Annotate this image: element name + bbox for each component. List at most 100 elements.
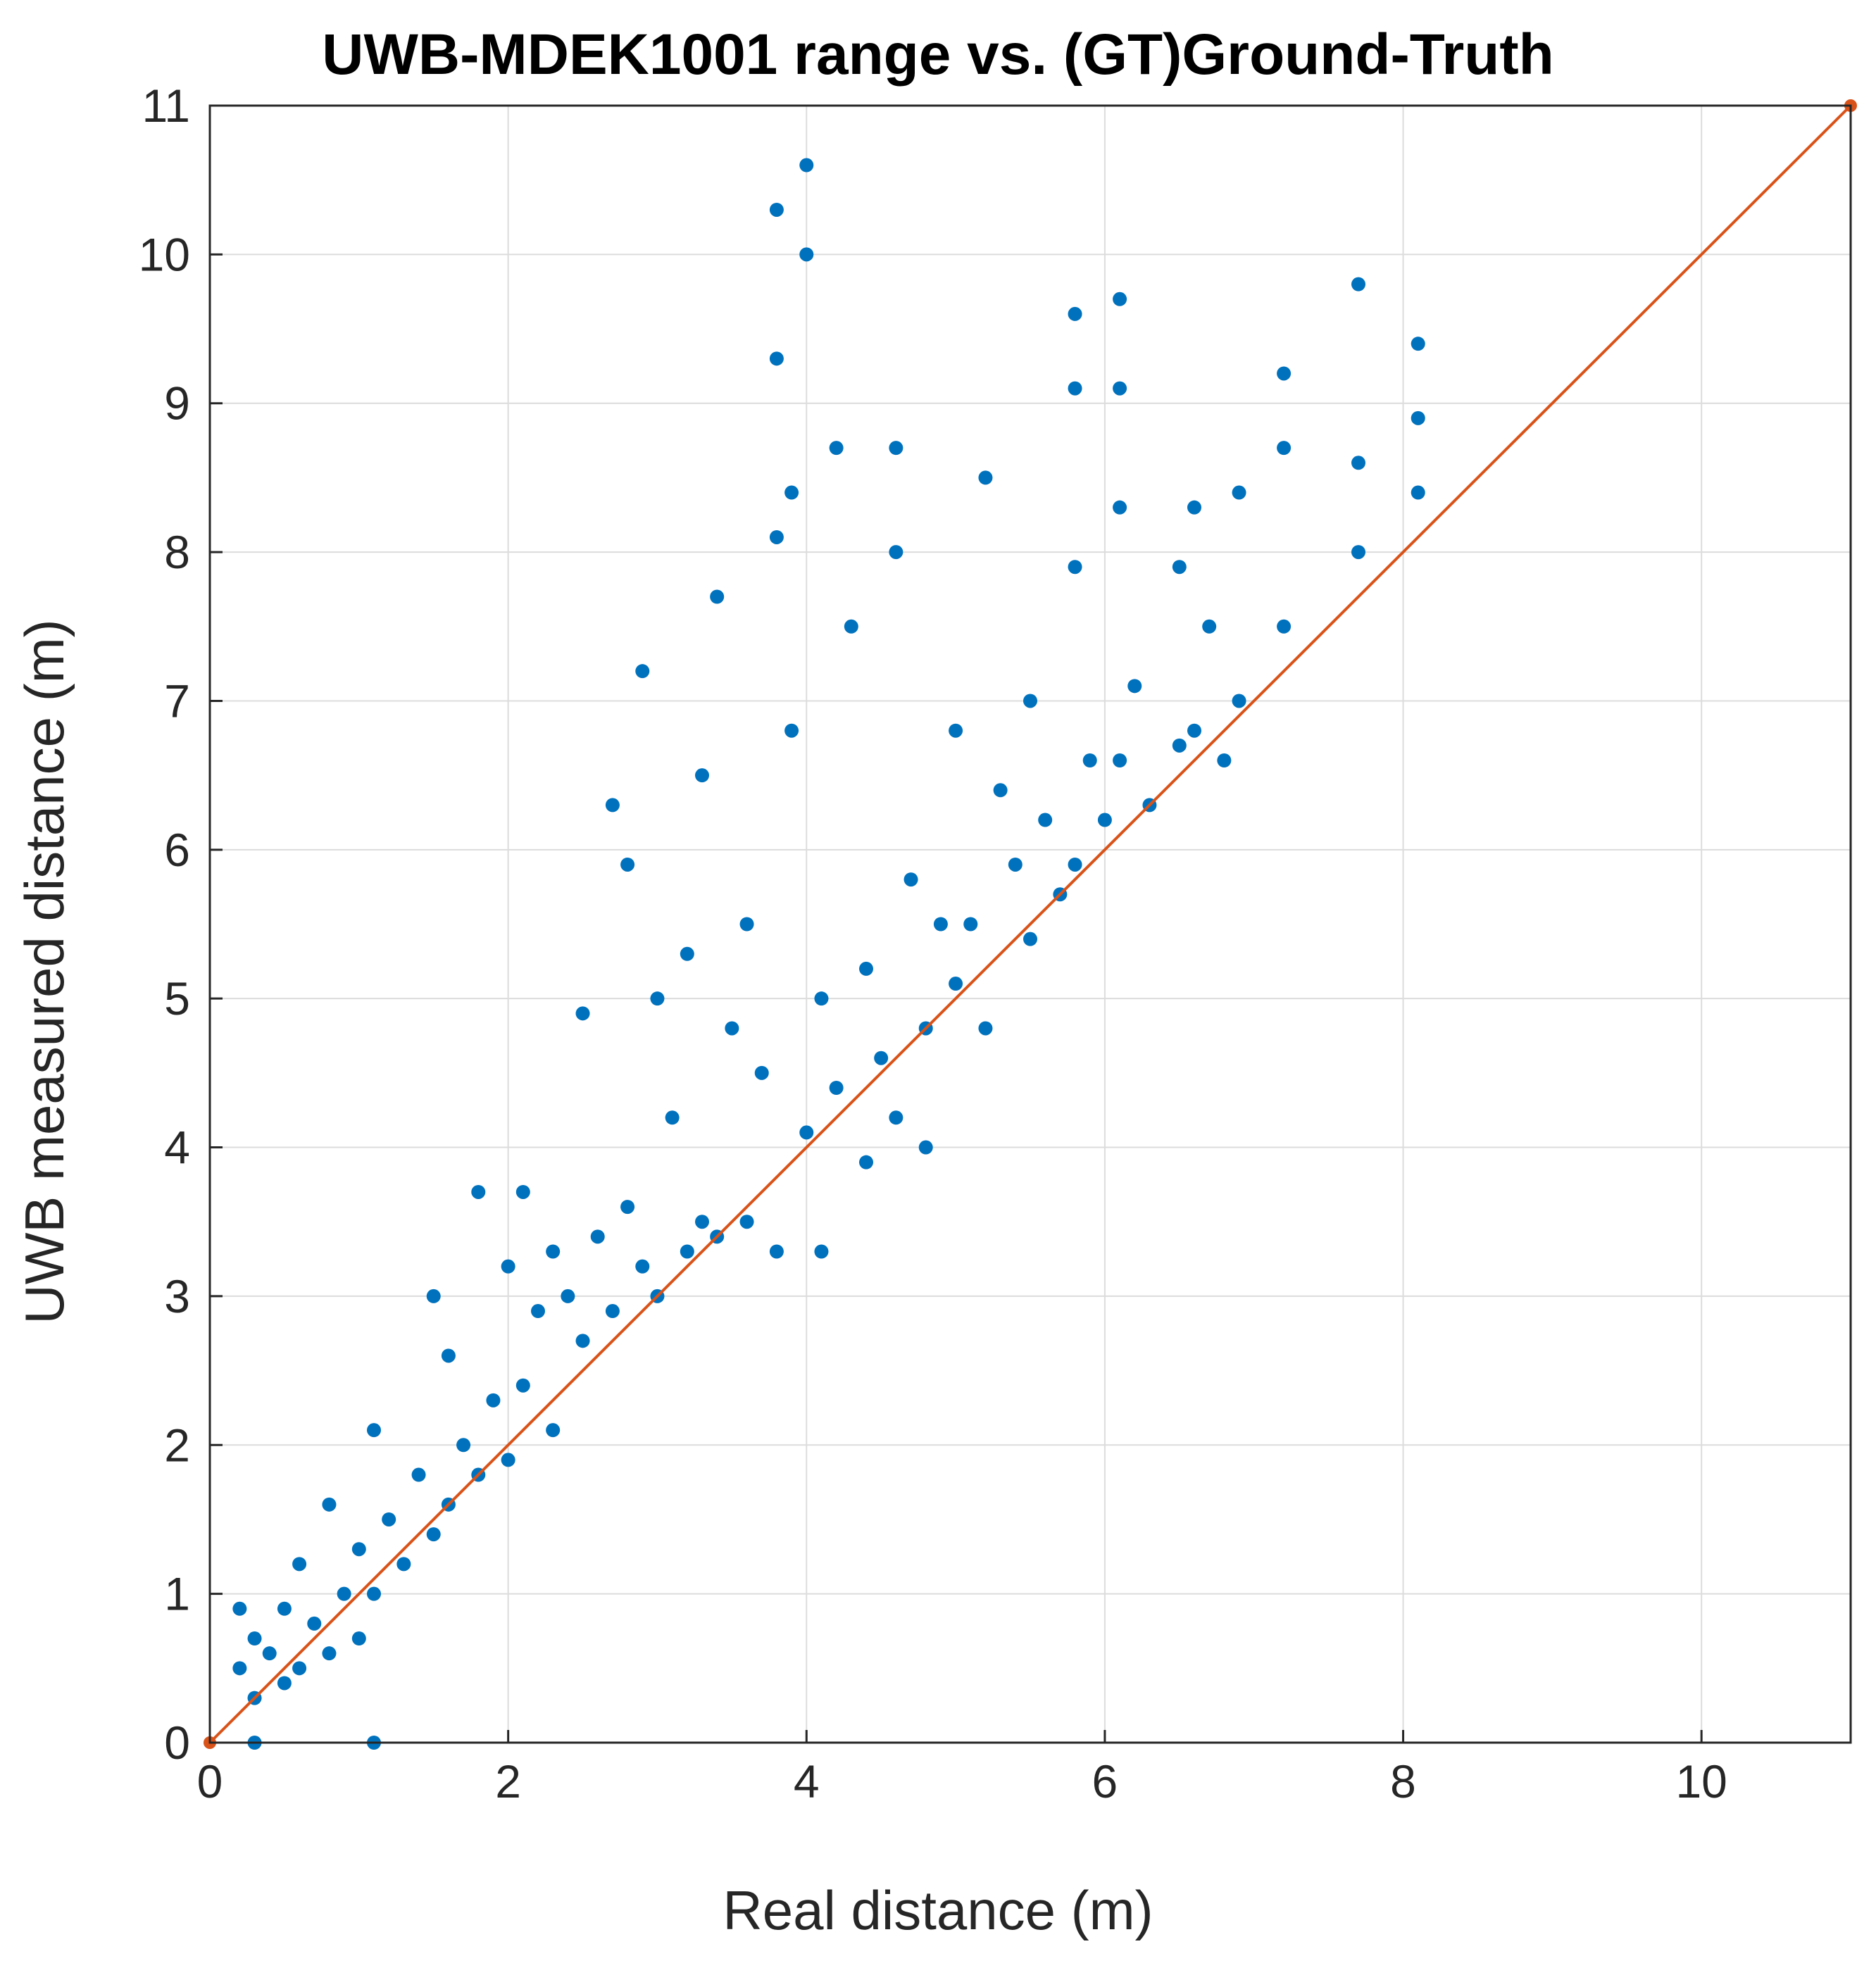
scatter-point <box>232 1601 247 1616</box>
scatter-point <box>665 1110 680 1125</box>
scatter-point <box>1277 441 1292 456</box>
scatter-point <box>426 1527 441 1542</box>
scatter-point <box>1411 485 1425 500</box>
scatter-point <box>605 1304 620 1319</box>
scatter-point <box>1172 738 1187 753</box>
scatter-point <box>501 1453 515 1467</box>
scatter-point <box>695 768 709 783</box>
scatter-point <box>859 1155 873 1170</box>
y-tick-label: 11 <box>142 80 190 132</box>
scatter-point <box>680 946 694 961</box>
scatter-point <box>307 1616 322 1631</box>
x-tick-label: 0 <box>197 1755 223 1807</box>
scatter-point <box>367 1586 381 1601</box>
scatter-point <box>351 1542 366 1557</box>
scatter-point <box>351 1631 366 1646</box>
scatter-point <box>769 351 784 366</box>
scatter-point <box>769 529 784 544</box>
y-tick-label: 0 <box>164 1717 190 1769</box>
y-tick-label: 6 <box>164 824 190 876</box>
tick-layer: 0 2 4 6 8 10 0 1 2 3 4 5 6 7 8 9 10 11 <box>139 80 1727 1807</box>
scatter-point <box>1097 813 1112 827</box>
scatter-point <box>441 1348 456 1363</box>
y-tick-label: 9 <box>164 377 190 430</box>
scatter-point <box>829 441 844 456</box>
x-axis-label: Real distance (m) <box>723 1879 1153 1941</box>
scatter-point <box>933 917 948 932</box>
scatter-point <box>531 1304 545 1319</box>
scatter-point <box>769 202 784 217</box>
scatter-point <box>396 1557 411 1572</box>
scatter-point <box>949 723 963 738</box>
scatter-point <box>814 991 829 1006</box>
scatter-point <box>411 1467 426 1482</box>
scatter-point <box>739 917 754 932</box>
scatter-point <box>695 1215 709 1229</box>
scatter-point <box>993 783 1008 798</box>
scatter-point <box>486 1393 501 1407</box>
scatter-point <box>620 1200 635 1215</box>
scatter-layer <box>232 158 1425 1750</box>
scatter-point <box>814 1244 829 1259</box>
scatter-point <box>1351 545 1365 560</box>
scatter-point <box>859 961 873 976</box>
scatter-point <box>1232 485 1246 500</box>
scatter-point <box>949 977 963 991</box>
scatter-point <box>546 1244 561 1259</box>
scatter-point <box>725 1021 739 1036</box>
y-axis-label: UWB measured distance (m) <box>13 619 75 1324</box>
scatter-point <box>799 1125 814 1140</box>
scatter-point <box>1023 932 1037 946</box>
scatter-point <box>963 917 978 932</box>
scatter-point <box>1202 619 1217 634</box>
y-tick-label: 2 <box>164 1419 190 1471</box>
scatter-point <box>456 1438 471 1453</box>
scatter-point <box>1187 500 1201 515</box>
x-tick-label: 8 <box>1390 1755 1416 1807</box>
plot-frame <box>208 104 1852 1744</box>
scatter-point <box>575 1006 590 1021</box>
scatter-point <box>889 441 903 456</box>
scatter-point <box>889 1110 903 1125</box>
scatter-point <box>277 1601 292 1616</box>
scatter-point <box>1082 753 1097 767</box>
x-tick-label: 10 <box>1675 1755 1727 1807</box>
scatter-point <box>754 1065 769 1080</box>
scatter-point <box>635 1259 650 1274</box>
scatter-point <box>1038 813 1053 827</box>
scatter-point <box>1411 410 1425 425</box>
scatter-point <box>605 798 620 813</box>
chart-title: UWB-MDEK1001 range vs. (GT)Ground-Truth <box>322 23 1553 87</box>
scatter-point <box>232 1661 247 1676</box>
y-tick-label: 8 <box>164 526 190 578</box>
scatter-point <box>1008 857 1023 872</box>
scatter-point <box>1172 560 1187 575</box>
scatter-point <box>1411 337 1425 351</box>
scatter-point <box>292 1661 307 1676</box>
y-tick-label: 1 <box>164 1568 190 1620</box>
scatter-point <box>1351 277 1365 291</box>
scatter-point <box>337 1586 351 1601</box>
scatter-point <box>1068 857 1082 872</box>
scatter-point <box>292 1557 307 1572</box>
scatter-point <box>575 1334 590 1348</box>
scatter-point <box>978 1021 993 1036</box>
x-tick-label: 4 <box>794 1755 820 1807</box>
y-tick-label: 5 <box>164 972 190 1024</box>
scatter-point <box>903 872 918 887</box>
y-tick-label: 3 <box>164 1270 190 1322</box>
ground-truth-line <box>208 104 1852 1744</box>
scatter-point <box>978 470 993 485</box>
scatter-point <box>1113 381 1127 396</box>
scatter-point <box>322 1497 337 1512</box>
scatter-point <box>635 664 650 679</box>
x-tick-label: 6 <box>1092 1755 1118 1807</box>
scatter-point <box>1187 723 1201 738</box>
scatter-point <box>799 158 814 173</box>
scatter-point <box>382 1512 396 1526</box>
scatter-point <box>247 1631 262 1646</box>
scatter-point <box>918 1140 933 1155</box>
scatter-point <box>546 1423 561 1438</box>
y-tick-label: 10 <box>139 228 190 280</box>
